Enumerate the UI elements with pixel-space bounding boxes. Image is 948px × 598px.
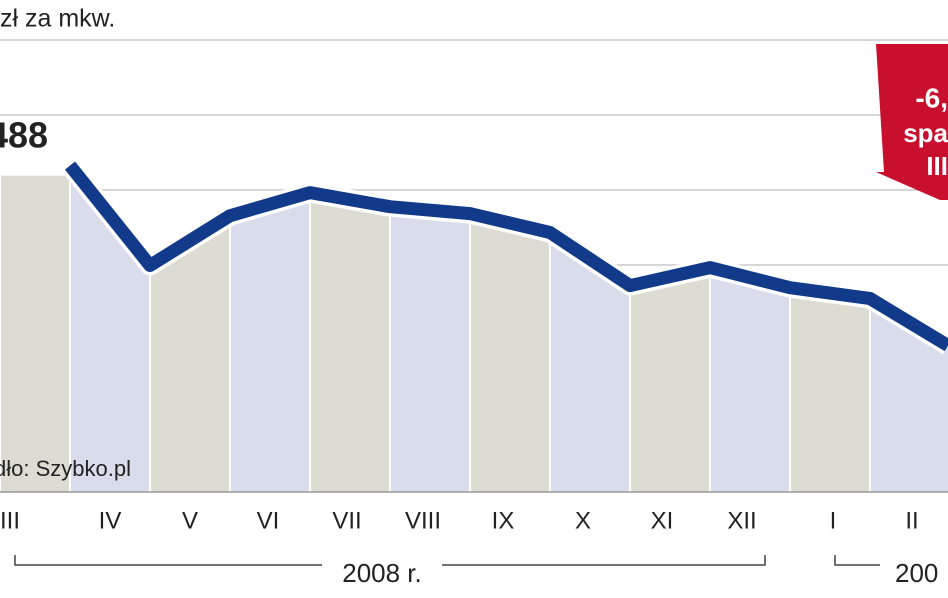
- year-bracket: [442, 555, 766, 566]
- band: [150, 215, 230, 492]
- x-tick-label: IX: [492, 507, 515, 534]
- band: [390, 206, 470, 492]
- x-tick-label: III: [0, 507, 20, 534]
- band: [310, 192, 390, 492]
- band: [230, 192, 310, 492]
- bands: [0, 165, 948, 492]
- x-tick-label: X: [575, 507, 591, 534]
- callout-text: spa: [903, 118, 948, 148]
- band: [470, 213, 550, 492]
- line: [64, 161, 948, 352]
- x-tick-label: VI: [257, 507, 280, 534]
- x-tick-label: XII: [727, 507, 756, 534]
- peak-label: 488: [0, 115, 48, 156]
- band: [790, 287, 870, 492]
- band: [870, 298, 948, 492]
- band: [630, 267, 710, 492]
- year-bracket: [14, 555, 322, 566]
- source: dło: Szybko.pl: [0, 456, 131, 481]
- x-tick-label: VIII: [405, 507, 441, 534]
- callout-text: -6,: [915, 82, 948, 113]
- band: [0, 165, 70, 492]
- unit-label: zł za mkw.: [0, 5, 115, 33]
- x-tick-label: IV: [99, 507, 122, 534]
- year-label: 200: [895, 558, 938, 588]
- callout-text: III: [926, 151, 948, 181]
- x-tick-label: XI: [651, 507, 674, 534]
- band: [710, 267, 790, 492]
- band: [550, 232, 630, 492]
- callout-box: [876, 44, 948, 200]
- x-tick-label: I: [830, 507, 837, 534]
- x-tick-label: II: [905, 507, 918, 534]
- x-tick-label: VII: [332, 507, 361, 534]
- year-label: 2008 r.: [342, 558, 422, 588]
- x-tick-label: V: [182, 507, 198, 534]
- year-bracket: [834, 555, 880, 566]
